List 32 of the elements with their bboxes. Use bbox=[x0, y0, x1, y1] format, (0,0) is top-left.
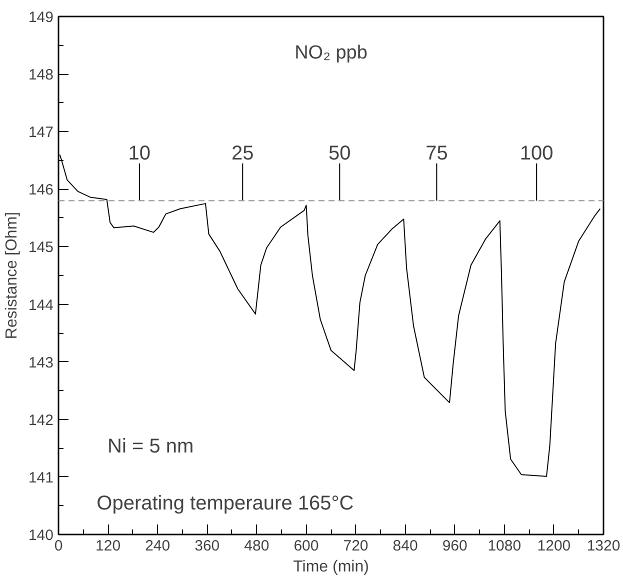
x-tick-label: 840 bbox=[392, 538, 418, 554]
y-tick-label: 144 bbox=[28, 296, 54, 314]
x-tick-label: 0 bbox=[54, 538, 63, 554]
y-tick-label: 143 bbox=[28, 354, 54, 372]
x-tick-label: 600 bbox=[294, 538, 319, 554]
x-tick-label: 480 bbox=[244, 538, 270, 554]
x-tick-label: 1080 bbox=[488, 538, 522, 554]
y-tick-label: 149 bbox=[28, 9, 54, 26]
y-axis-title: Resistance [Ohm] bbox=[3, 212, 20, 340]
x-tick-label: 1200 bbox=[537, 538, 571, 554]
x-tick-label: 1320 bbox=[586, 538, 620, 554]
y-tick-label: 147 bbox=[28, 124, 54, 142]
annotation: 50 bbox=[328, 142, 351, 164]
y-tick-label: 140 bbox=[28, 527, 54, 544]
annotation: 10 bbox=[128, 142, 151, 164]
annotation: Operating temperaure 165°C bbox=[96, 492, 354, 514]
annotation: 100 bbox=[520, 142, 554, 164]
annotation: Ni = 5 nm bbox=[108, 435, 194, 458]
y-tick-label: 142 bbox=[28, 412, 54, 429]
annotation: NO₂ ppb bbox=[294, 42, 368, 64]
y-tick-label: 145 bbox=[28, 239, 54, 256]
x-tick-label: 360 bbox=[194, 538, 220, 554]
annotation: 25 bbox=[232, 142, 254, 164]
x-tick-label: 960 bbox=[442, 538, 468, 554]
y-tick-label: 141 bbox=[28, 469, 54, 486]
x-tick-label: 720 bbox=[343, 538, 368, 554]
x-tick-label: 120 bbox=[96, 538, 121, 554]
x-axis-title: Time (min) bbox=[293, 558, 369, 576]
y-tick-label: 146 bbox=[28, 182, 54, 199]
annotation: 75 bbox=[426, 142, 448, 164]
x-tick-label: 240 bbox=[145, 538, 170, 554]
y-tick-label: 148 bbox=[28, 66, 54, 84]
